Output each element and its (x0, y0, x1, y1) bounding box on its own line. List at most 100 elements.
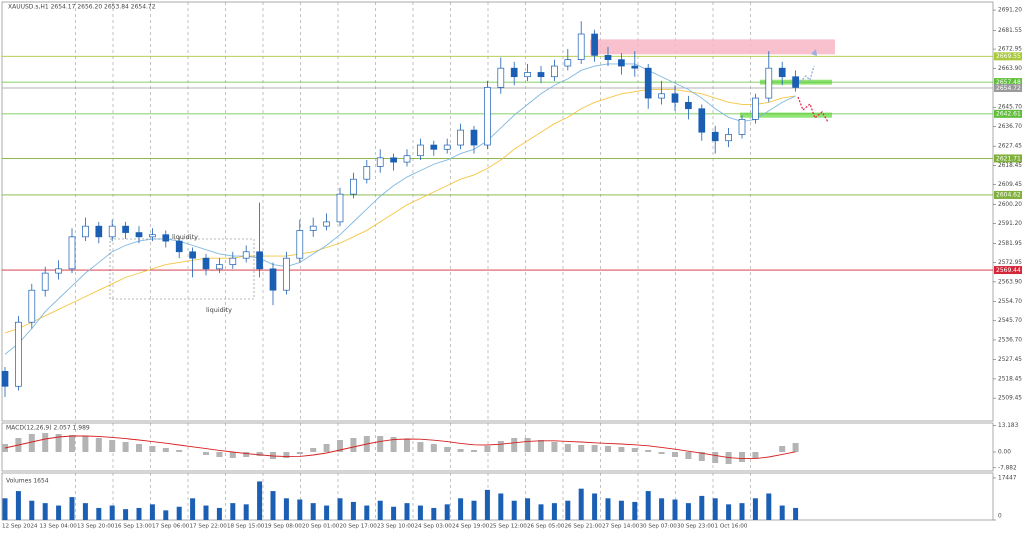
macd-bar (591, 445, 598, 452)
volume-bar (685, 503, 691, 520)
macd-bar (685, 452, 692, 459)
volume-bar (149, 504, 155, 520)
candle-body (564, 59, 572, 67)
y-tick-label: 2536.70 (998, 337, 1022, 343)
volume-bar (324, 505, 330, 520)
volume-bar (632, 501, 638, 520)
macd-bar (270, 452, 276, 459)
macd-bar (95, 438, 102, 452)
candle-body (738, 119, 746, 135)
macd-bar (672, 452, 678, 457)
volume-bar (793, 507, 799, 520)
y-tick-label: 17447 (998, 475, 1017, 481)
x-tick-label: 27 Sep 14:00 (602, 524, 640, 530)
candle-body (604, 55, 612, 60)
y-tick-label: 2600.20 (998, 202, 1022, 208)
candle-body (283, 257, 290, 291)
macd-bar (645, 450, 652, 452)
candle-body (618, 59, 625, 67)
volume-bar (310, 503, 316, 520)
candle-body (430, 144, 438, 150)
moving-average (4, 89, 796, 334)
macd-bar (444, 447, 451, 452)
candle-body (149, 234, 156, 238)
x-tick-label: 25 Sep 12:00 (490, 524, 528, 530)
candle-body (497, 67, 505, 88)
volume-bar (2, 498, 8, 520)
volume-bar (551, 503, 557, 520)
volume-bar (190, 498, 196, 520)
candle-body (363, 166, 371, 180)
candle-body (390, 157, 397, 163)
volume-bar (203, 505, 209, 520)
candle-body (524, 72, 531, 78)
volume-bar (752, 498, 758, 520)
volume-bar (391, 506, 397, 520)
y-tick-label: 2518.45 (998, 376, 1022, 382)
candle-body (309, 225, 317, 231)
y-tick-label: 2691.20 (998, 8, 1022, 14)
candle-body (122, 225, 129, 233)
candle-body (658, 93, 665, 99)
price-label: 2569.44 (996, 267, 1021, 274)
candle-body (242, 251, 250, 259)
candle-body (55, 268, 62, 274)
x-tick-label: 19 Sep 08:00 (265, 524, 303, 530)
x-tick-label: 20 Sep 01:00 (302, 524, 340, 530)
macd-bar (658, 452, 665, 454)
volume-bar (525, 498, 531, 520)
macd-bar (538, 440, 544, 452)
candle-body (457, 129, 464, 146)
x-tick-label: 30 Sep 23:00 (677, 524, 715, 530)
price-label: 2604.62 (996, 192, 1021, 199)
y-tick-label: 2527.45 (998, 357, 1022, 363)
x-tick-label: 13 Sep 04:00 (40, 524, 78, 530)
volume-bar (257, 481, 263, 520)
macd-bar (779, 446, 786, 452)
price-label: 2657.48 (996, 79, 1021, 86)
macd-bar (605, 446, 611, 452)
volume-bar (96, 507, 102, 520)
volume-bar (216, 507, 222, 520)
candle-body (336, 193, 344, 223)
volume-bar (417, 505, 423, 520)
volume-bar (458, 498, 464, 520)
candle-body (417, 144, 424, 157)
x-tick-label: 26 Sep 21:00 (565, 524, 603, 530)
y-tick-label: 2572.95 (998, 260, 1022, 266)
x-tick-label: 13 Sep 20:00 (77, 524, 115, 530)
volume-bar (109, 505, 115, 520)
macd-bar (698, 452, 705, 461)
candle-body (350, 178, 357, 195)
candle-body (216, 264, 223, 270)
candle-body (631, 65, 639, 69)
candle-body (68, 236, 76, 270)
candle-body (189, 251, 196, 259)
volume-bar (29, 500, 35, 520)
x-tick-label: 16 Sep 13:00 (115, 524, 153, 530)
volume-bar (538, 504, 544, 520)
macd-bar (484, 446, 491, 452)
macd-bar (752, 452, 759, 458)
volume-bar (431, 507, 437, 520)
y-tick-label: 2609.45 (998, 182, 1022, 188)
x-tick-label: 17 Sep 06:00 (152, 524, 190, 530)
y-tick-label: 2627.45 (998, 144, 1022, 150)
volume-bar (56, 505, 62, 520)
candle-body (202, 257, 210, 270)
volume-bar (350, 501, 356, 520)
volume-bar (404, 503, 410, 520)
candle-body (711, 131, 719, 142)
macd-bar (564, 444, 571, 452)
macd-bar (256, 452, 263, 456)
volume-bar (578, 488, 584, 520)
liquidity-box (109, 238, 255, 300)
x-tick-label: 30 Sep 07:00 (640, 524, 678, 530)
y-tick-label: 2563.90 (998, 279, 1022, 285)
volume-bar (163, 510, 169, 520)
volume-bar (484, 489, 490, 520)
candle-body (484, 87, 491, 146)
macd-bar (551, 442, 558, 452)
volume-bar (364, 505, 370, 520)
volume-bar (176, 506, 182, 520)
